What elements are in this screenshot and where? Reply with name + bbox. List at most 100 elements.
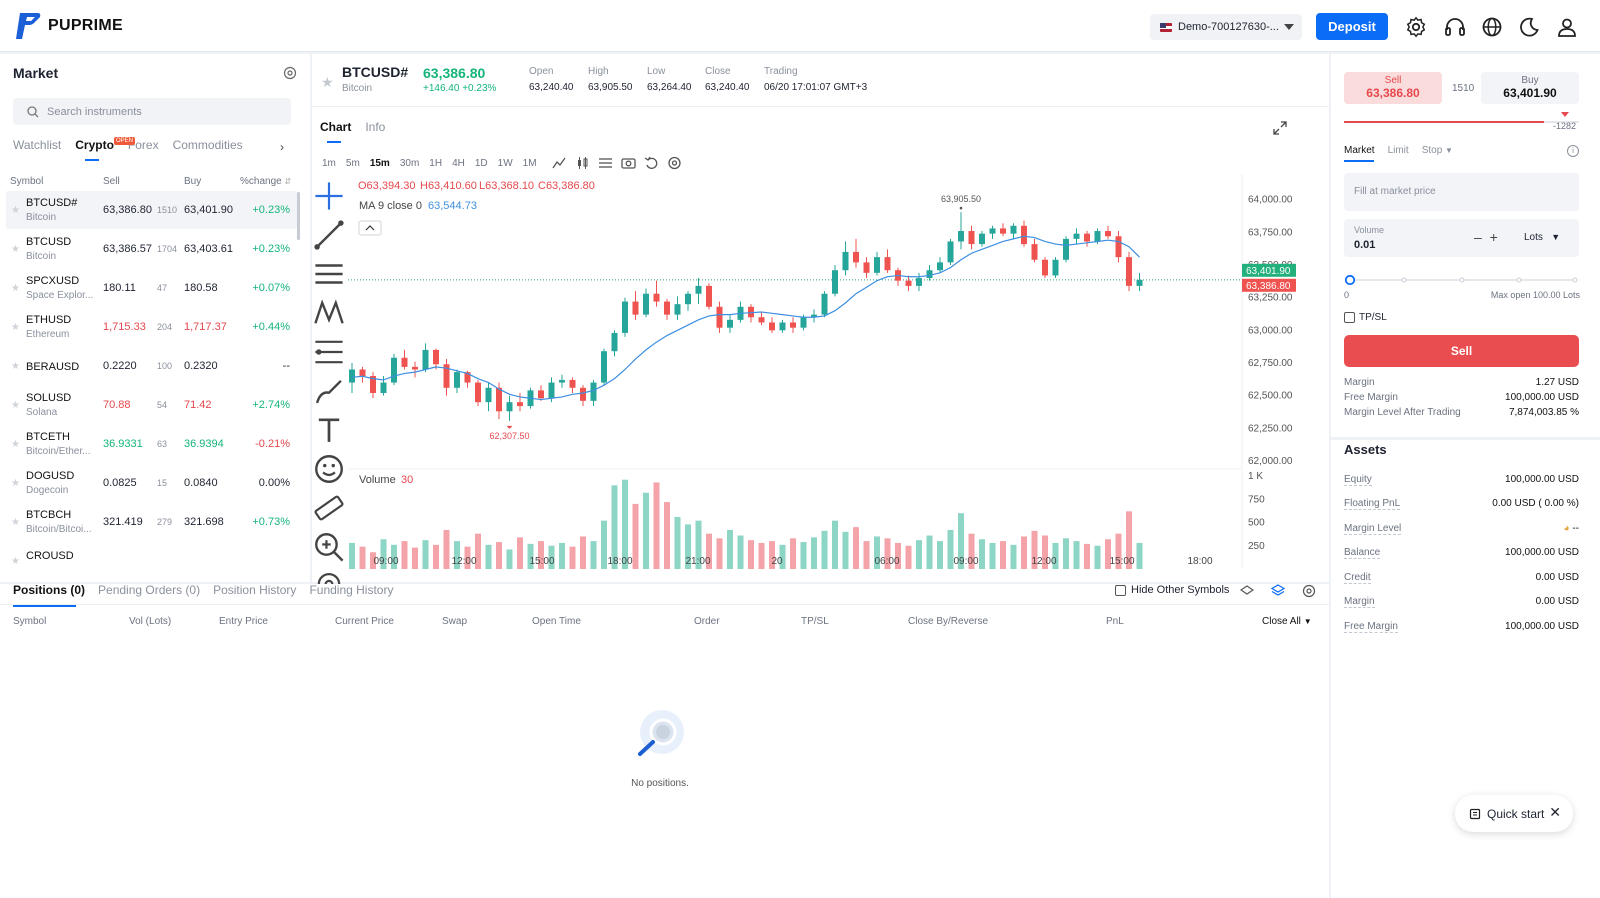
zoom-in-icon[interactable]	[312, 530, 346, 564]
favorite-star-icon[interactable]: ★	[11, 517, 20, 528]
asset-label[interactable]: Margin	[1344, 596, 1375, 608]
market-row[interactable]: ★ BTCBCH Bitcoin/Bitcoi... 321.419 279 321.69…	[6, 503, 298, 541]
favorite-star-icon[interactable]: ★	[11, 478, 20, 489]
tab-limit-order[interactable]: Limit	[1387, 145, 1409, 156]
tab-funding-history[interactable]: Funding History	[309, 583, 394, 597]
market-row[interactable]: ★ SPCXUSD Space Explor... 180.11 47 180.58 +0.…	[6, 269, 298, 307]
indicator-icon[interactable]	[552, 156, 567, 170]
tf-30m[interactable]: 30m	[399, 158, 420, 169]
emoji-icon[interactable]	[312, 452, 346, 486]
tab-stop-order[interactable]: Stop ▼	[1422, 145, 1453, 156]
favorite-star-icon[interactable]: ★	[11, 283, 20, 294]
deposit-button[interactable]: Deposit	[1316, 13, 1388, 40]
asset-label[interactable]: Margin Level	[1344, 523, 1402, 535]
undo-icon[interactable]	[644, 156, 659, 170]
settings-gear-icon[interactable]	[1302, 584, 1316, 598]
tf-1d[interactable]: 1D	[474, 158, 488, 169]
tab-info[interactable]: Info	[365, 120, 386, 134]
gear-icon[interactable]	[283, 66, 297, 80]
trendline-icon[interactable]	[312, 218, 346, 252]
favorite-star-icon[interactable]: ★	[11, 361, 20, 372]
market-row[interactable]: ★ DOGUSD Dogecoin 0.0825 15 0.0840 0.00%	[6, 464, 298, 502]
tab-pending-orders[interactable]: Pending Orders (0)	[98, 583, 201, 597]
tab-market-order[interactable]: Market	[1344, 145, 1375, 162]
tf-5m[interactable]: 5m	[345, 158, 360, 169]
brush-icon[interactable]	[312, 374, 346, 408]
layers-icon[interactable]	[1240, 584, 1254, 598]
favorite-star-icon[interactable]: ★	[11, 205, 20, 216]
hide-other-symbols[interactable]: Hide Other Symbols	[1115, 584, 1229, 596]
horizontal-lines-icon[interactable]	[312, 257, 346, 291]
tf-1h[interactable]: 1H	[429, 158, 443, 169]
chart-settings-icon[interactable]	[667, 156, 682, 170]
tf-1w[interactable]: 1W	[497, 158, 513, 169]
chevron-right-icon[interactable]: ›	[280, 140, 284, 154]
tab-positions[interactable]: Positions (0)	[13, 583, 86, 607]
settings-icon[interactable]	[1405, 16, 1427, 38]
volume-value[interactable]: 0.01	[1354, 239, 1376, 251]
checkbox[interactable]	[1115, 584, 1126, 596]
close-icon[interactable]: ✕	[1549, 804, 1561, 820]
favorite-star-icon[interactable]: ★	[11, 556, 20, 564]
asset-label[interactable]: Floating PnL	[1344, 498, 1401, 510]
tab-watchlist[interactable]: Watchlist	[13, 138, 62, 152]
text-tool-icon[interactable]	[312, 413, 346, 447]
layers-active-icon[interactable]	[1271, 584, 1285, 598]
tab-chart[interactable]: Chart	[320, 120, 352, 143]
volume-slider[interactable]	[1344, 274, 1579, 286]
tpsl-checkbox[interactable]: TP/SL	[1344, 312, 1387, 323]
asset-label[interactable]: Free Margin	[1344, 621, 1398, 633]
market-row[interactable]: ★ BERAUSD 0.2220 100 0.2320 --	[6, 347, 298, 385]
user-icon[interactable]	[1556, 16, 1578, 38]
price-field[interactable]: Fill at market price	[1344, 173, 1579, 211]
checkbox[interactable]	[1344, 312, 1355, 323]
favorite-star-icon[interactable]: ★	[321, 74, 334, 90]
close-all-button[interactable]: Close All ▼	[1262, 616, 1312, 627]
ruler-icon[interactable]	[312, 491, 346, 525]
account-selector[interactable]: Demo-700127630-...	[1150, 14, 1302, 40]
market-row[interactable]: ★ BTCUSD Bitcoin 63,386.57 1704 63,403.61 +0.2…	[6, 230, 298, 268]
favorite-star-icon[interactable]: ★	[11, 400, 20, 411]
crosshair-icon[interactable]	[312, 179, 346, 213]
market-row[interactable]: ★ SOLUSD Solana 70.88 54 71.42 +2.74%	[6, 386, 298, 424]
tf-4h[interactable]: 4H	[452, 158, 465, 169]
globe-icon[interactable]	[1481, 16, 1503, 38]
chart-area[interactable]: 64,000.0063,750.0063,500.0063,250.0063,0…	[348, 174, 1329, 569]
moon-icon[interactable]	[1518, 16, 1540, 38]
logo[interactable]: PUPRIME	[14, 11, 123, 41]
tab-commodities[interactable]: Commodities	[172, 138, 243, 152]
market-row[interactable]: ★ BTCUSD# Bitcoin 63,386.80 1510 63,401.90 +0.…	[6, 191, 298, 229]
favorite-star-icon[interactable]: ★	[11, 244, 20, 255]
tf-1m[interactable]: 1m	[322, 158, 336, 169]
quick-start-button[interactable]: Quick start ✕	[1455, 795, 1573, 832]
tab-crypto[interactable]: Crypto	[75, 138, 114, 161]
tab-position-history[interactable]: Position History	[213, 583, 297, 597]
market-row[interactable]: ★ BTCETH Bitcoin/Ether... 36.9331 63 36.9394 -…	[6, 425, 298, 463]
search-input[interactable]	[47, 105, 267, 118]
scrollbar[interactable]	[297, 192, 300, 240]
favorite-star-icon[interactable]: ★	[11, 439, 20, 450]
tf-1M[interactable]: 1M	[522, 158, 537, 169]
favorite-star-icon[interactable]: ★	[11, 322, 20, 333]
plus-icon[interactable]: +	[1489, 229, 1498, 245]
headset-icon[interactable]	[1444, 16, 1466, 38]
asset-label[interactable]: Equity	[1344, 474, 1372, 486]
market-row[interactable]: ★ ETHUSD Ethereum 1,715.33 204 1,717.37 +0.44%	[6, 308, 298, 346]
col-change[interactable]: %change ⇵	[240, 176, 291, 187]
asset-label[interactable]: Balance	[1344, 547, 1381, 559]
minus-icon[interactable]: –	[1474, 229, 1482, 245]
camera-icon[interactable]	[621, 156, 636, 170]
tf-15m[interactable]: 15m	[369, 158, 390, 169]
sell-quote-button[interactable]: Sell 63,386.80	[1344, 72, 1442, 104]
sell-button[interactable]: Sell	[1344, 335, 1579, 367]
expand-icon[interactable]	[1272, 120, 1288, 136]
asset-label[interactable]: Credit	[1344, 572, 1371, 584]
info-icon[interactable]: i	[1567, 145, 1579, 157]
tab-forex[interactable]: Forex	[127, 138, 159, 152]
list-icon[interactable]	[598, 156, 613, 170]
candle-type-icon[interactable]	[575, 156, 590, 170]
unit-select[interactable]: Lots ▼	[1524, 232, 1560, 243]
fib-icon[interactable]	[312, 335, 346, 369]
buy-quote-button[interactable]: Buy 63,401.90	[1481, 72, 1579, 104]
market-row[interactable]: ★ CROUSD	[6, 542, 298, 564]
